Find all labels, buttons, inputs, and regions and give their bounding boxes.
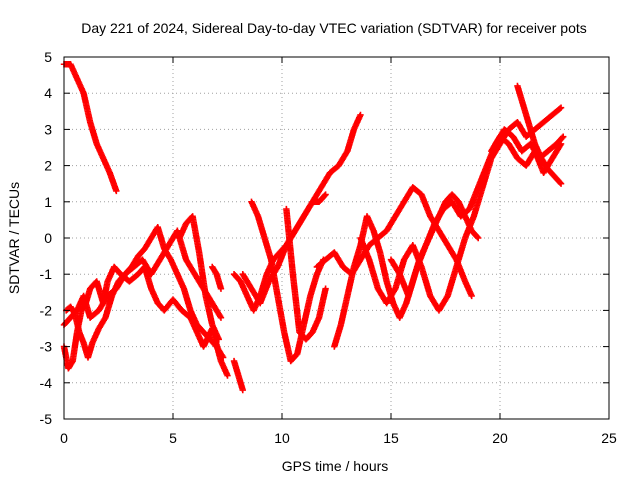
y-tick-label: 2 <box>44 158 52 174</box>
data-point <box>475 234 482 242</box>
series-track-10 <box>248 198 327 365</box>
series-track-5 <box>176 213 222 343</box>
data-point <box>557 180 565 187</box>
data-point <box>113 187 120 195</box>
y-tick-label: -5 <box>40 411 53 427</box>
ticks-layer <box>63 56 610 420</box>
data-layer <box>60 61 567 394</box>
data-point <box>239 386 246 394</box>
data-point <box>322 191 329 198</box>
data-point <box>357 111 364 119</box>
x-tick-label: 25 <box>601 430 617 446</box>
series-track-1 <box>60 61 120 195</box>
y-tick-label: -3 <box>40 339 53 355</box>
y-tick-label: 1 <box>44 194 52 210</box>
x-tick-label: 10 <box>274 430 290 446</box>
y-tick-label: 3 <box>44 121 52 137</box>
series-track-11 <box>283 205 329 343</box>
x-tick-label: 15 <box>383 430 399 446</box>
y-tick-label: -1 <box>40 266 53 282</box>
data-point <box>556 105 564 112</box>
y-tick-label: 0 <box>44 230 52 246</box>
y-tick-label: -4 <box>40 375 53 391</box>
data-point <box>557 140 565 148</box>
x-axis-label: GPS time / hours <box>282 458 389 474</box>
series-track-16 <box>488 133 565 177</box>
data-point <box>468 292 475 300</box>
data-point <box>217 314 225 321</box>
y-tick-label: 5 <box>44 49 52 65</box>
data-point <box>219 354 227 361</box>
data-point <box>556 179 564 186</box>
chart-title: Day 221 of 2024, Sidereal Day-to-day VTE… <box>81 20 587 36</box>
data-point <box>217 285 225 292</box>
x-tick-label: 0 <box>60 430 68 446</box>
y-axis-label: SDTVAR / TECUs <box>6 182 22 294</box>
labels-layer: 0 5 10 15 20 25 -5 -4 -3 -2 -1 0 1 2 3 4 5 <box>40 49 617 446</box>
data-point <box>215 336 222 343</box>
series-track-4 <box>62 223 227 361</box>
data-point <box>560 133 567 140</box>
x-tick-label: 5 <box>169 430 177 446</box>
series-track-17 <box>514 82 565 187</box>
data-point <box>321 192 328 199</box>
data-point <box>557 104 565 111</box>
y-tick-label: 4 <box>44 85 52 101</box>
data-point <box>474 233 481 241</box>
series-track-6 <box>209 263 225 292</box>
data-point <box>322 285 329 292</box>
data-point <box>559 134 566 141</box>
y-tick-label: -2 <box>40 302 53 318</box>
data-point <box>224 372 231 379</box>
x-tick-label: 20 <box>492 430 508 446</box>
series-track-7 <box>230 357 246 394</box>
